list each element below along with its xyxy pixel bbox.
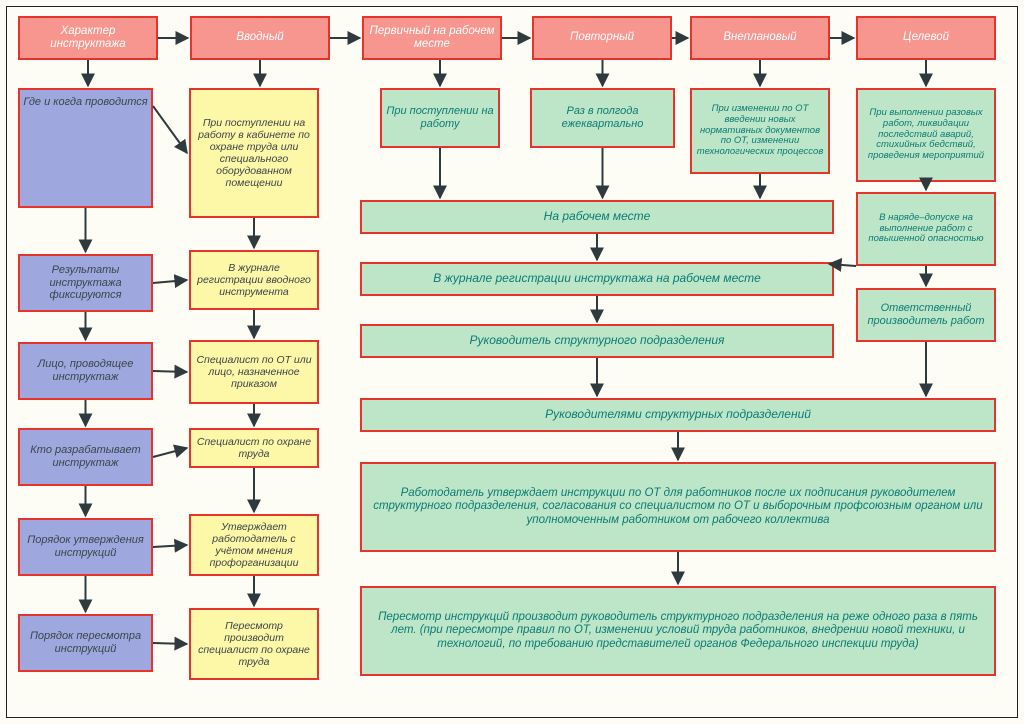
header-primary: Первичный на рабочем месте xyxy=(362,16,502,60)
green-naryad: В наряде–допуске на выполнение работ с п… xyxy=(856,192,996,266)
yellow-admission: При поступлении на работу в кабинете по … xyxy=(189,88,319,218)
blue-who-develops: Кто разрабатывает инструктаж xyxy=(18,428,153,486)
yellow-review-specialist: Пересмотр производит специалист по охран… xyxy=(189,608,319,680)
yellow-employer-approves: Утверждает работодатель с учётом мнения … xyxy=(189,514,319,576)
green-review: Пересмотр инструкций производит руководи… xyxy=(360,586,996,676)
header-repeat: Повторный xyxy=(532,16,672,60)
green-employer: Работодатель утверждает инструкции по ОТ… xyxy=(360,462,996,552)
blue-person: Лицо, проводящее инструктаж xyxy=(18,342,153,400)
green-responsible: Ответственный производитель работ xyxy=(856,288,996,342)
green-ruk2: Руководителями структурных подразделений xyxy=(360,398,996,432)
yellow-specialist: Специалист по ОТ или лицо, назначенное п… xyxy=(189,340,319,404)
green-journal-workplace: В журнале регистрации инструктажа на раб… xyxy=(360,262,834,296)
green-workplace: На рабочем месте xyxy=(360,200,834,234)
yellow-journal: В журнале регистрации вводного инструмен… xyxy=(189,250,319,310)
yellow-specialist-ot: Специалист по охране труда xyxy=(189,428,319,468)
header-unplanned: Внеплановый xyxy=(690,16,830,60)
green-unplanned-changes: При изменении по ОТ введении новых норма… xyxy=(690,88,830,174)
green-repeat-halfyear: Раз в полгода ежеквартально xyxy=(530,88,675,148)
green-primary-admission: При поступлении на работу xyxy=(380,88,500,148)
blue-approval: Порядок утверждения инструкций xyxy=(18,518,153,576)
blue-where-when: Где и когда проводится xyxy=(18,88,153,208)
header-vvodnyy: Вводный xyxy=(190,16,330,60)
header-character: Характер инструктажа xyxy=(18,16,158,60)
blue-review: Порядок пересмотра инструкций xyxy=(18,614,153,672)
blue-results: Результаты инструктажа фиксируются xyxy=(18,254,153,312)
green-ruk1: Руководитель структурного подразделения xyxy=(360,324,834,358)
green-target-works: При выполнении разовых работ, ликвидации… xyxy=(856,88,996,182)
header-target: Целевой xyxy=(856,16,996,60)
